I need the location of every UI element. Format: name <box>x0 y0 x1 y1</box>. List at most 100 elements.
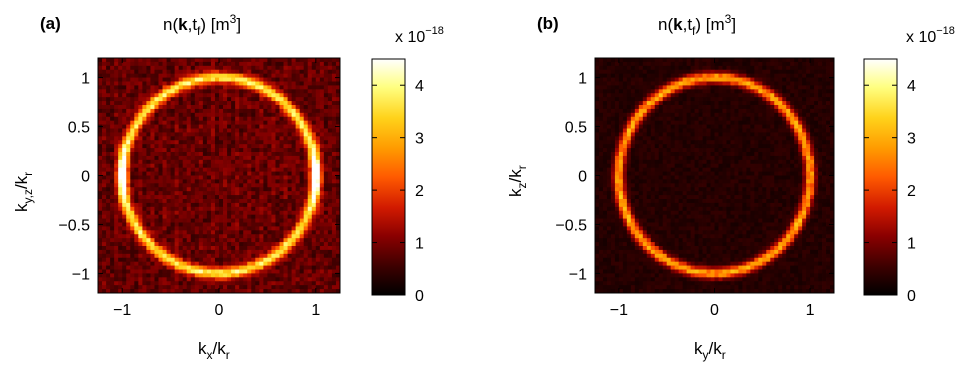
heatmap-cell <box>182 222 188 227</box>
heatmap-cell <box>190 105 196 110</box>
heatmap-cell <box>214 230 220 235</box>
heatmap-cell <box>182 187 188 192</box>
heatmap-cell <box>162 273 167 278</box>
heatmap-cell <box>110 210 115 216</box>
heatmap-cell <box>170 81 176 86</box>
heatmap-cell <box>315 159 321 165</box>
heatmap-cell <box>307 277 313 282</box>
heatmap-cell <box>311 128 317 133</box>
heatmap-cell <box>335 273 340 278</box>
heatmap-cell <box>275 242 280 247</box>
heatmap-cell <box>190 69 196 75</box>
heatmap-cell <box>146 218 151 223</box>
heatmap-cell <box>295 261 301 266</box>
heatmap-cell <box>118 132 123 137</box>
heatmap-cell <box>303 261 309 266</box>
heatmap-cell <box>186 277 192 282</box>
heatmap-cell <box>194 195 200 200</box>
heatmap-cell <box>98 253 103 259</box>
heatmap-cell <box>243 105 248 110</box>
heatmap-cell <box>110 199 115 204</box>
heatmap-cell <box>614 65 620 71</box>
heatmap-cell <box>319 89 325 94</box>
heatmap-cell <box>790 81 795 86</box>
heatmap-cell <box>134 89 139 94</box>
heatmap-cell <box>223 144 228 149</box>
heatmap-cell <box>186 116 192 122</box>
heatmap-cell <box>198 77 204 82</box>
heatmap-cell <box>686 101 691 106</box>
heatmap-cell <box>170 230 176 235</box>
heatmap-cell <box>170 65 176 71</box>
heatmap-cell <box>678 112 684 118</box>
heatmap-cell <box>602 97 608 102</box>
heatmap-cell <box>610 69 616 75</box>
heatmap-cell <box>315 191 321 196</box>
heatmap-cell <box>327 214 333 219</box>
heatmap-cell <box>235 277 240 282</box>
heatmap-cell <box>750 73 755 78</box>
heatmap-cell <box>690 128 695 133</box>
heatmap-cell <box>331 167 337 172</box>
heatmap-cell <box>134 73 139 78</box>
heatmap-cell <box>210 187 216 192</box>
heatmap-cell <box>214 73 220 78</box>
heatmap-cell <box>666 128 672 133</box>
heatmap-cell <box>618 73 624 78</box>
heatmap-cell <box>291 69 297 75</box>
heatmap-cell <box>210 132 216 137</box>
heatmap-cell <box>190 101 196 106</box>
heatmap-cell <box>223 234 228 239</box>
heatmap-cell <box>198 234 204 239</box>
heatmap-cell <box>190 89 196 94</box>
heatmap-cell <box>790 93 795 98</box>
heatmap-cell <box>287 234 292 239</box>
heatmap-cell <box>303 230 309 235</box>
heatmap-cell <box>198 222 204 227</box>
heatmap-cell <box>722 77 727 82</box>
heatmap-cell <box>182 199 188 204</box>
heatmap-cell <box>323 206 329 212</box>
heatmap-cell <box>279 214 284 219</box>
heatmap-cell <box>315 273 321 278</box>
heatmap-cell <box>327 261 333 266</box>
heatmap-cell <box>235 97 240 102</box>
heatmap-cell <box>154 58 159 63</box>
heatmap-cell <box>194 285 200 290</box>
heatmap-cell <box>642 101 648 106</box>
heatmap-cell <box>118 257 123 263</box>
heatmap-cell <box>726 77 731 82</box>
heatmap-cell <box>742 61 747 67</box>
heatmap-cell <box>674 85 680 90</box>
heatmap-cell <box>790 108 795 114</box>
heatmap-cell <box>223 120 228 125</box>
heatmap-cell <box>595 108 600 114</box>
heatmap-cell <box>130 257 135 263</box>
heatmap-cell <box>674 73 680 78</box>
heatmap-cell <box>118 152 123 157</box>
heatmap-cell <box>826 93 831 98</box>
heatmap-cell <box>102 155 107 161</box>
heatmap-cell <box>307 179 313 184</box>
y-axis-label-a: ky,z/kr <box>12 172 35 212</box>
heatmap-cell <box>730 112 735 118</box>
heatmap-cell <box>710 65 715 71</box>
heatmap-cell <box>666 144 672 149</box>
heatmap-cell <box>746 65 751 71</box>
heatmap-cell <box>251 238 256 243</box>
heatmap-cell <box>714 132 719 137</box>
heatmap-cell <box>219 65 224 71</box>
heatmap-cell <box>271 97 276 102</box>
heatmap-cell <box>614 69 620 75</box>
heatmap-cell <box>678 128 684 133</box>
heatmap-cell <box>770 136 775 141</box>
heatmap-cell <box>331 155 337 161</box>
heatmap-cell <box>714 69 719 75</box>
heatmap-cell <box>267 77 272 82</box>
heatmap-cell <box>255 226 260 231</box>
heatmap-cell <box>331 277 337 282</box>
heatmap-cell <box>210 265 216 270</box>
heatmap-cell <box>758 136 763 141</box>
heatmap-cell <box>214 108 220 114</box>
heatmap-cell <box>142 61 147 67</box>
